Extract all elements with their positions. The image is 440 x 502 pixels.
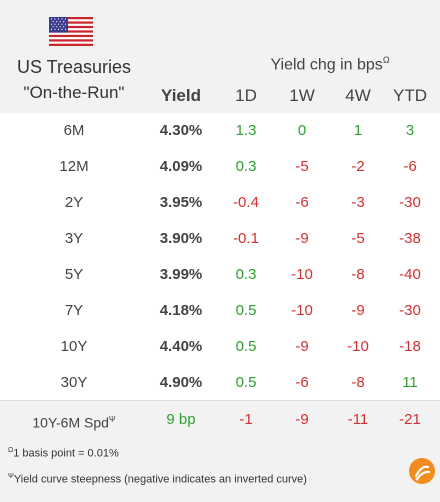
table-header: US Treasuries "On-the-Run" Yield chg in … <box>0 0 440 113</box>
maturity-label: 7Y <box>64 302 84 319</box>
change-ytd: -6 <box>403 158 417 175</box>
table-subtitle: "On-the-Run" <box>23 83 125 102</box>
change-1w: -5 <box>295 158 309 175</box>
yield-value: 4.40% <box>159 338 203 355</box>
change-1d: 0.3 <box>235 266 257 283</box>
change-ytd: -38 <box>399 230 421 247</box>
table-row: 10Y 4.40% 0.5 -9 -10 -18 <box>0 329 440 365</box>
change-4w: 1 <box>353 122 363 139</box>
change-ytd: -30 <box>399 302 421 319</box>
table-row: 3Y 3.90% -0.1 -9 -5 -38 <box>0 221 440 257</box>
change-ytd: -40 <box>399 266 421 283</box>
table-row: 6M 4.30% 1.3 0 1 3 <box>0 113 440 149</box>
footnote-curve-steepness: ΨYield curve steepness (negative indicat… <box>8 473 307 486</box>
change-1w: 0 <box>297 122 307 139</box>
spread-1d: -1 <box>239 411 253 428</box>
spread-value: 9 bp <box>166 411 196 428</box>
yield-value: 3.99% <box>159 266 203 283</box>
change-ytd: 11 <box>402 374 418 391</box>
col-head-1w: 1W <box>289 86 315 105</box>
footnotes: Ω1 basis point = 0.01% ΨYield curve stee… <box>0 437 440 502</box>
maturity-label: 6M <box>63 122 85 139</box>
table-row: 7Y 4.18% 0.5 -10 -9 -30 <box>0 293 440 329</box>
change-1w: -9 <box>295 230 309 247</box>
table-row: 12M 4.09% 0.3 -5 -2 -6 <box>0 149 440 185</box>
yield-value: 4.18% <box>159 302 203 319</box>
change-1w: -6 <box>295 374 309 391</box>
yield-value: 4.30% <box>159 122 203 139</box>
change-1w: -9 <box>295 338 309 355</box>
change-1d: 0.5 <box>235 374 257 391</box>
change-1w: -6 <box>295 194 309 211</box>
table-row: 30Y 4.90% 0.5 -6 -8 11 <box>0 365 440 401</box>
change-ytd: -30 <box>399 194 421 211</box>
spread-4w: -11 <box>347 411 369 428</box>
change-4w: -3 <box>351 194 365 211</box>
change-4w: -2 <box>351 158 365 175</box>
change-4w: -8 <box>351 266 365 283</box>
yield-value: 4.09% <box>159 158 203 175</box>
change-1d: 0.5 <box>235 302 257 319</box>
footnote-basis-point: Ω1 basis point = 0.01% <box>8 447 119 460</box>
yield-change-heading: Yield chg in bpsΩ <box>270 55 390 74</box>
change-1d: 0.5 <box>235 338 257 355</box>
change-1d: 1.3 <box>235 122 257 139</box>
spread-1w: -9 <box>295 411 309 428</box>
table-row: 5Y 3.99% 0.3 -10 -8 -40 <box>0 257 440 293</box>
col-head-ytd: YTD <box>393 86 427 105</box>
change-4w: -5 <box>351 230 365 247</box>
change-4w: -8 <box>351 374 365 391</box>
omega-footnote-mark: Ω <box>382 55 390 65</box>
change-4w: -9 <box>351 302 365 319</box>
col-head-yield: Yield <box>161 86 201 105</box>
change-1w: -10 <box>291 302 313 319</box>
yield-value: 3.95% <box>159 194 203 211</box>
change-4w: -10 <box>347 338 369 355</box>
yield-value: 4.90% <box>159 374 203 391</box>
change-1w: -10 <box>291 266 313 283</box>
maturity-label: 10Y <box>60 338 88 355</box>
maturity-label: 2Y <box>64 194 84 211</box>
change-1d: 0.3 <box>235 158 257 175</box>
maturity-label: 30Y <box>60 374 88 391</box>
change-1d: -0.1 <box>233 230 259 247</box>
us-flag-icon <box>49 17 93 46</box>
col-head-4w: 4W <box>345 86 371 105</box>
spread-row: 10Y-6M SpdΨ 9 bp -1 -9 -11 -21 <box>0 400 440 438</box>
yield-value: 3.90% <box>159 230 203 247</box>
maturity-label: 12M <box>59 158 89 175</box>
change-ytd: -18 <box>399 338 421 355</box>
maturity-label: 5Y <box>64 266 84 283</box>
table-title: US Treasuries <box>16 57 132 77</box>
spread-ytd: -21 <box>399 411 421 428</box>
maturity-label: 3Y <box>64 230 84 247</box>
change-1d: -0.4 <box>233 194 259 211</box>
brand-logo-icon <box>409 458 435 484</box>
psi-footnote-mark: Ψ <box>108 415 116 424</box>
col-head-1d: 1D <box>235 86 257 105</box>
change-ytd: 3 <box>405 122 415 139</box>
spread-label: 10Y-6M SpdΨ <box>32 414 116 431</box>
table-row: 2Y 3.95% -0.4 -6 -3 -30 <box>0 185 440 221</box>
